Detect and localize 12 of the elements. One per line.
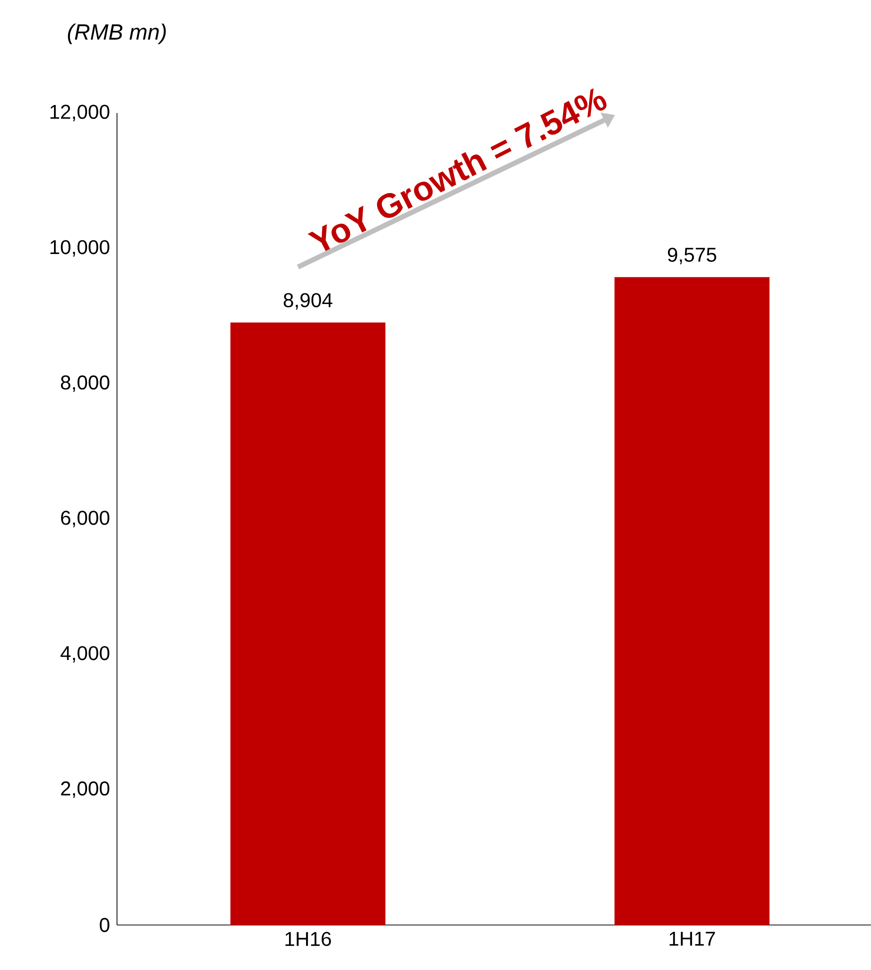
- y-tick-label: 10,000: [50, 240, 110, 257]
- y-tick-label: 2,000: [61, 781, 110, 798]
- data-label: 8,904: [284, 293, 332, 310]
- y-tick-label: 4,000: [60, 646, 110, 663]
- x-tick-label: 1H16: [286, 932, 331, 946]
- x-tick-label: 1H17: [670, 932, 715, 946]
- y-tick-label: 8,000: [60, 375, 110, 392]
- y-tick-label: 6,000: [61, 510, 110, 528]
- data-label: 9,575: [668, 248, 716, 264]
- y-tick-label: 0: [100, 918, 110, 932]
- y-tick-label: 12,000: [50, 104, 110, 122]
- y-axis-title: (RMB mn): [68, 24, 166, 44]
